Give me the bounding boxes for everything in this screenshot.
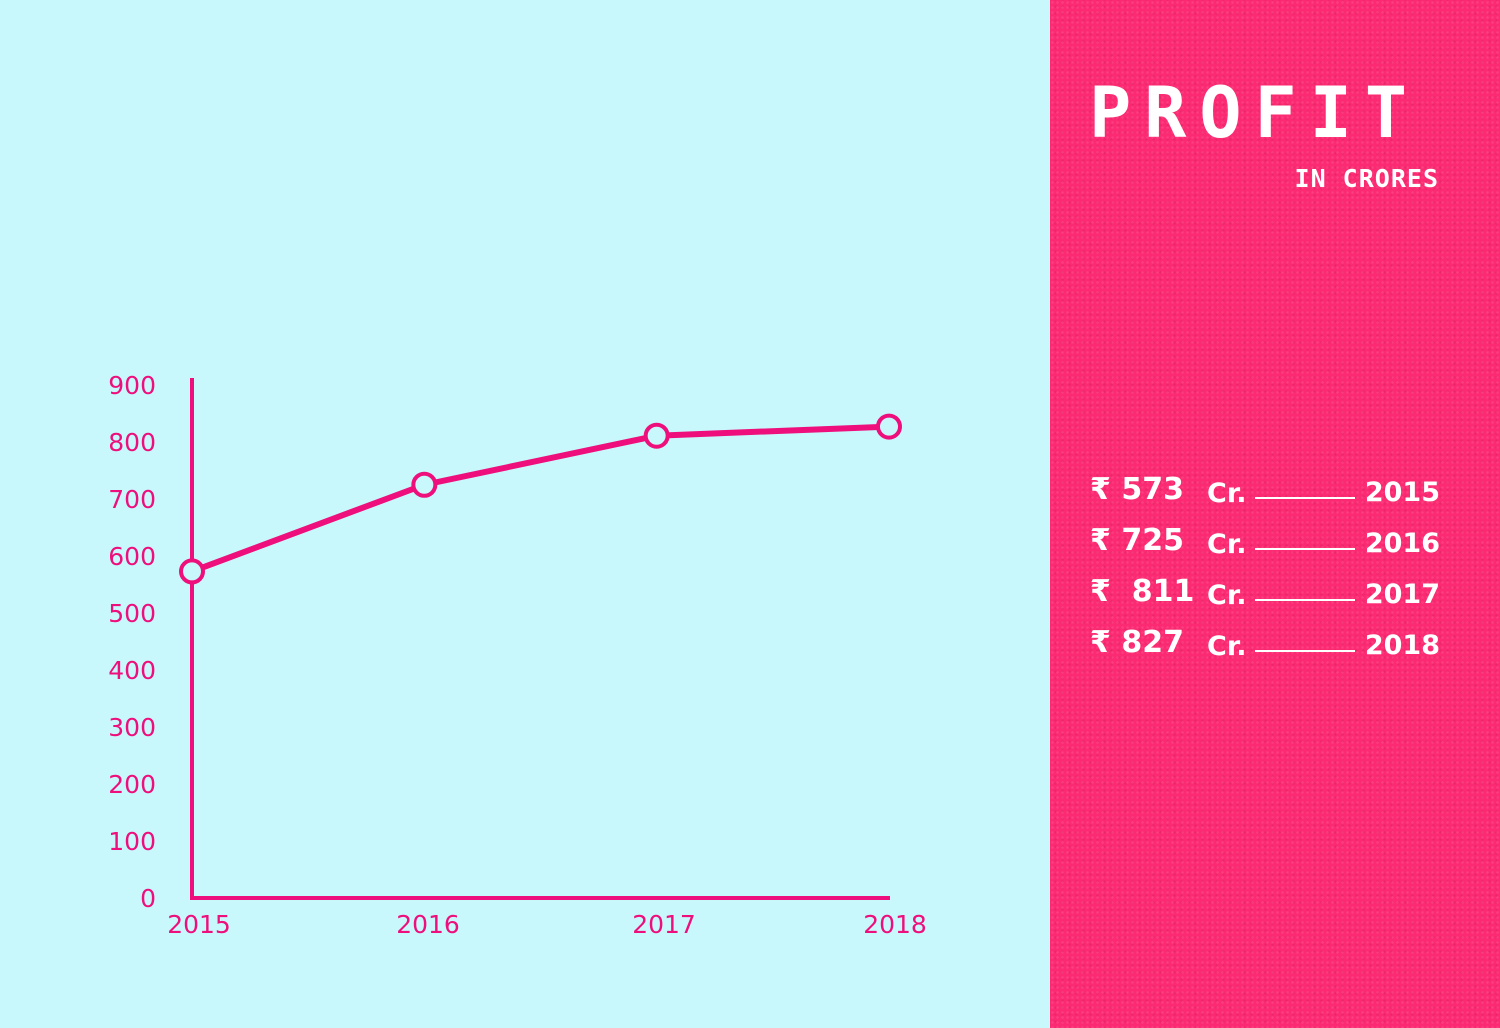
y-tick-label: 400 (108, 656, 156, 685)
profit-unit: Cr. (1207, 478, 1247, 509)
data-point-marker (411, 471, 438, 498)
profit-unit: Cr. (1207, 529, 1247, 560)
info-panel: PROFIT IN CRORES ₹ 573 Cr. 2015 ₹ 725 Cr… (1050, 0, 1500, 1028)
leader-line (1255, 650, 1355, 652)
x-tick-labels: 2015 2016 2017 2018 (167, 910, 927, 939)
data-point-marker (179, 558, 205, 585)
x-tick-label: 2018 (863, 910, 927, 939)
y-tick-label: 500 (108, 599, 156, 628)
profit-unit: Cr. (1207, 631, 1247, 662)
y-tick-label: 900 (108, 371, 156, 400)
chart-panel: 0 100 200 300 400 500 600 700 800 900 2015 2016 201… (0, 0, 1050, 1028)
x-tick-label: 2015 (167, 910, 231, 939)
profit-year: 2018 (1364, 630, 1440, 661)
series-group (179, 413, 902, 585)
y-tick-label: 600 (108, 542, 156, 571)
panel-title: PROFIT (1089, 72, 1420, 154)
y-tick-label: 100 (108, 827, 156, 856)
x-tick-label: 2017 (632, 910, 696, 939)
profit-list: ₹ 573 Cr. 2015 ₹ 725 Cr. 2016 ₹ 811 Cr. … (1090, 470, 1440, 674)
profit-amount: ₹ 725 (1090, 523, 1184, 558)
leader-line (1255, 599, 1355, 601)
x-tick-label: 2016 (396, 910, 460, 939)
y-tick-label: 700 (108, 485, 156, 514)
profit-row-2018: ₹ 827 Cr. 2018 (1090, 623, 1440, 674)
profit-year: 2017 (1364, 579, 1440, 610)
profit-amount: ₹ 827 (1090, 625, 1184, 660)
profit-year: 2016 (1364, 528, 1440, 559)
y-tick-label: 300 (108, 713, 156, 742)
y-tick-label: 800 (108, 428, 156, 457)
panel-subtitle: IN CRORES (1294, 164, 1439, 193)
profit-row-2016: ₹ 725 Cr. 2016 (1090, 521, 1440, 572)
series-line (189, 423, 892, 575)
profit-row-2017: ₹ 811 Cr. 2017 (1090, 572, 1440, 623)
leader-line (1255, 497, 1355, 499)
data-point-marker (643, 422, 670, 449)
y-tick-labels: 0 100 200 300 400 500 600 700 800 900 (108, 371, 156, 913)
data-point-marker (876, 413, 902, 440)
profit-row-2015: ₹ 573 Cr. 2015 (1090, 470, 1440, 521)
profit-amount: ₹ 573 (1090, 472, 1184, 507)
y-tick-label: 0 (140, 884, 156, 913)
y-tick-label: 200 (108, 770, 156, 799)
profit-amount: ₹ 811 (1090, 574, 1195, 609)
profit-unit: Cr. (1207, 580, 1247, 611)
leader-line (1255, 548, 1355, 550)
profit-year: 2015 (1364, 477, 1440, 508)
